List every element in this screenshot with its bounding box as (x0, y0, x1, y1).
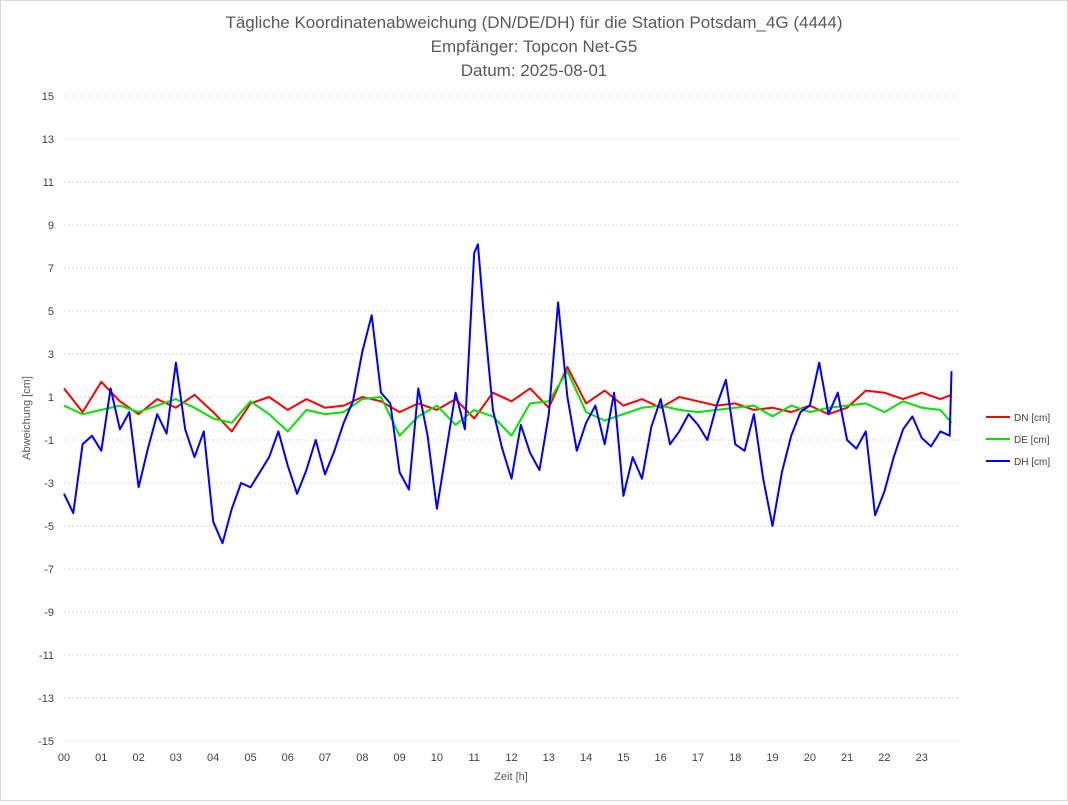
chart-title-line-1: Tägliche Koordinatenabweichung (DN/DE/DH… (225, 13, 842, 32)
legend-label: DN [cm] (1014, 413, 1050, 424)
x-tick-label: 11 (468, 752, 479, 764)
y-tick-label: -1 (44, 435, 54, 447)
y-tick-label: 11 (43, 177, 54, 189)
series-line-dn (63, 365, 952, 433)
x-tick-label: 04 (207, 752, 219, 764)
y-tick-label: -15 (38, 736, 54, 748)
x-axis-title: Zeit [h] (494, 771, 528, 783)
x-tick-label: 23 (916, 752, 928, 764)
chart-title-line-2: Empfänger: Topcon Net-G5 (431, 37, 638, 56)
series-line-dh (63, 243, 953, 545)
x-tick-label: 07 (319, 752, 331, 764)
x-tick-label: 19 (766, 752, 778, 764)
x-tick-label: 14 (580, 752, 592, 764)
y-axis-title: Abweichung [cm] (21, 376, 33, 460)
y-axis-ticks: 15 13 11 9 7 5 3 1 -1 -3 -5 -7 -9 -11 -13 -15 (38, 91, 54, 748)
x-tick-label: 15 (617, 752, 629, 764)
y-tick-label: -7 (44, 564, 54, 576)
y-tick-label: -9 (44, 607, 54, 619)
y-tick-label: -5 (44, 521, 54, 533)
x-tick-label: 09 (394, 752, 406, 764)
x-tick-label: 12 (505, 752, 517, 764)
y-tick-label: 5 (48, 306, 54, 318)
x-tick-label: 21 (841, 752, 853, 764)
x-tick-label: 02 (132, 752, 144, 764)
y-tick-label: -13 (38, 693, 54, 705)
gridlines (64, 95, 959, 742)
x-tick-label: 20 (804, 752, 816, 764)
y-tick-label: 3 (48, 349, 54, 361)
x-tick-label: 06 (282, 752, 294, 764)
x-tick-label: 16 (655, 752, 667, 764)
plot-area (63, 243, 953, 545)
x-axis-ticks: 00 01 02 03 04 05 06 07 08 09 10 11 12 13 14 15 16 17 18 19… (58, 752, 928, 764)
legend-label: DE [cm] (1014, 435, 1050, 446)
y-tick-label: -11 (39, 650, 54, 662)
x-tick-label: 13 (543, 752, 555, 764)
x-tick-label: 22 (878, 752, 890, 764)
series-line-de (63, 370, 953, 437)
y-tick-label: 15 (42, 91, 54, 103)
x-tick-label: 10 (431, 752, 443, 764)
x-tick-label: 18 (729, 752, 741, 764)
x-tick-label: 05 (244, 752, 256, 764)
chart-title-line-3: Datum: 2025-08-01 (461, 61, 607, 80)
legend: DN [cm] DE [cm] DH [cm] (986, 413, 1050, 468)
y-tick-label: -3 (44, 478, 54, 490)
y-tick-label: 7 (48, 263, 54, 275)
y-tick-label: 9 (48, 220, 54, 232)
x-tick-label: 01 (95, 752, 107, 764)
y-tick-label: 1 (48, 392, 54, 404)
x-tick-label: 08 (356, 752, 368, 764)
chart-title: Tägliche Koordinatenabweichung (DN/DE/DH… (225, 13, 842, 80)
x-tick-label: 17 (692, 752, 704, 764)
y-tick-label: 13 (42, 134, 54, 146)
x-tick-label: 00 (58, 752, 70, 764)
legend-label: DH [cm] (1014, 457, 1050, 468)
x-tick-label: 03 (170, 752, 182, 764)
